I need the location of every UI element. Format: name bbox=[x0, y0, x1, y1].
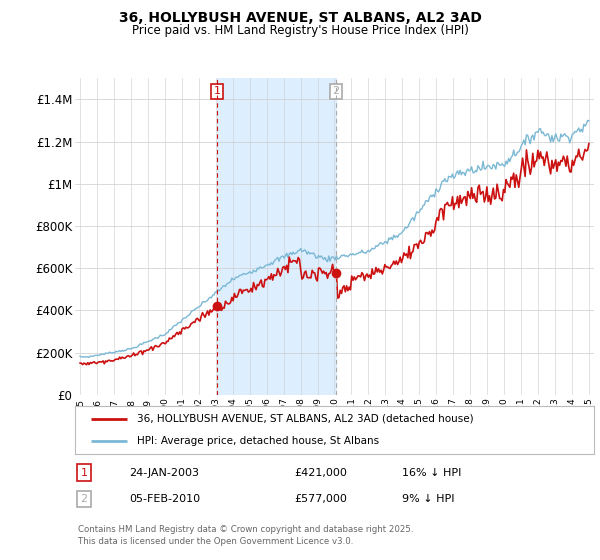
Text: 2: 2 bbox=[80, 494, 88, 504]
Text: 24-JAN-2003: 24-JAN-2003 bbox=[129, 468, 199, 478]
Text: 1: 1 bbox=[214, 86, 220, 96]
Text: 9% ↓ HPI: 9% ↓ HPI bbox=[402, 494, 455, 504]
Text: 1: 1 bbox=[80, 468, 88, 478]
Text: HPI: Average price, detached house, St Albans: HPI: Average price, detached house, St A… bbox=[137, 436, 379, 446]
Text: £421,000: £421,000 bbox=[294, 468, 347, 478]
Text: Contains HM Land Registry data © Crown copyright and database right 2025.
This d: Contains HM Land Registry data © Crown c… bbox=[78, 525, 413, 546]
Text: Price paid vs. HM Land Registry's House Price Index (HPI): Price paid vs. HM Land Registry's House … bbox=[131, 24, 469, 36]
Text: 36, HOLLYBUSH AVENUE, ST ALBANS, AL2 3AD (detached house): 36, HOLLYBUSH AVENUE, ST ALBANS, AL2 3AD… bbox=[137, 414, 474, 424]
Text: 2: 2 bbox=[332, 86, 340, 96]
Bar bbox=[217, 78, 336, 395]
Text: 05-FEB-2010: 05-FEB-2010 bbox=[129, 494, 200, 504]
Text: 16% ↓ HPI: 16% ↓ HPI bbox=[402, 468, 461, 478]
Text: £577,000: £577,000 bbox=[294, 494, 347, 504]
Text: 36, HOLLYBUSH AVENUE, ST ALBANS, AL2 3AD: 36, HOLLYBUSH AVENUE, ST ALBANS, AL2 3AD bbox=[119, 11, 481, 25]
